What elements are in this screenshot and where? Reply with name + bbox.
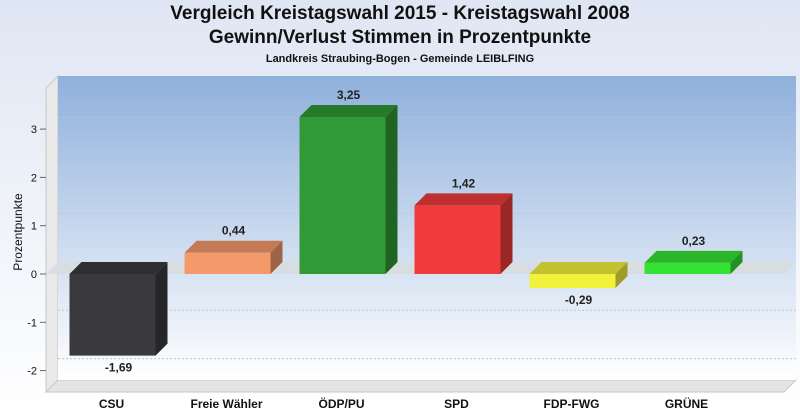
bar-front-face: [69, 274, 156, 356]
bar-side-face: [385, 105, 398, 275]
y-axis: -2 -1 0 1 2 3: [27, 124, 46, 378]
value-labels: -1,69 0,44 3,25 1,42 -0,29 0,23: [105, 88, 706, 375]
y-tick-label: -1: [27, 317, 37, 329]
bar-front-face: [414, 205, 501, 274]
y-tick-label: 0: [31, 269, 37, 281]
bar-side-face: [270, 240, 283, 274]
value-label: -1,69: [105, 361, 133, 375]
chart-title: Vergleich Kreistagswahl 2015 - Kreistags…: [170, 3, 630, 24]
x-axis: CSU Freie Wähler ÖDP/PU SPD FDP-FWG GRÜNE: [99, 396, 708, 411]
y-tick-label: -2: [27, 366, 37, 378]
bar-front-face: [644, 262, 731, 274]
bar-front-face: [184, 252, 271, 274]
value-label: 1,42: [452, 176, 476, 190]
bar-side-face: [730, 250, 743, 274]
y-tick-label: 2: [31, 172, 37, 184]
y-tick-label: 1: [31, 221, 37, 233]
category-label: SPD: [444, 397, 469, 411]
bar-top-face: [414, 193, 513, 206]
chart-caption: Landkreis Straubing-Bogen - Gemeinde LEI…: [265, 53, 535, 65]
bar-top-face: [69, 262, 168, 274]
value-label: 0,23: [682, 234, 706, 248]
value-label: 0,44: [222, 224, 246, 238]
value-label: -0,29: [565, 293, 593, 307]
bar-top-face: [299, 105, 398, 118]
bar-ödp-pu: [299, 105, 398, 275]
bar-front-face: [299, 117, 386, 275]
category-label: GRÜNE: [665, 396, 708, 411]
category-label: ÖDP/PU: [318, 396, 364, 411]
y-tick-label: 3: [31, 124, 37, 136]
value-label: 3,25: [337, 88, 361, 102]
y-axis-label: Prozentpunkte: [11, 193, 25, 271]
plot-side-wall: [45, 74, 59, 394]
bar-top-face: [184, 240, 283, 253]
bar-side-face: [615, 262, 628, 289]
bar-side-face: [500, 193, 513, 274]
bar-top-face: [644, 250, 743, 263]
category-label: CSU: [99, 397, 124, 411]
category-label: Freie Wähler: [190, 397, 262, 411]
chart-subtitle: Gewinn/Verlust Stimmen in Prozentpunkte: [208, 27, 592, 48]
bar-front-face: [529, 274, 616, 289]
bar-side-face: [155, 262, 168, 356]
plot-floor: [44, 379, 798, 393]
bar-spd: [414, 193, 513, 274]
bar-grüne: [644, 250, 743, 274]
bar-freie-wähler: [184, 240, 283, 274]
category-label: FDP-FWG: [544, 397, 600, 411]
bars: [69, 105, 743, 356]
bar-fdp-fwg: [529, 262, 628, 289]
bar-top-face: [529, 262, 628, 274]
bar-csu: [69, 262, 168, 356]
